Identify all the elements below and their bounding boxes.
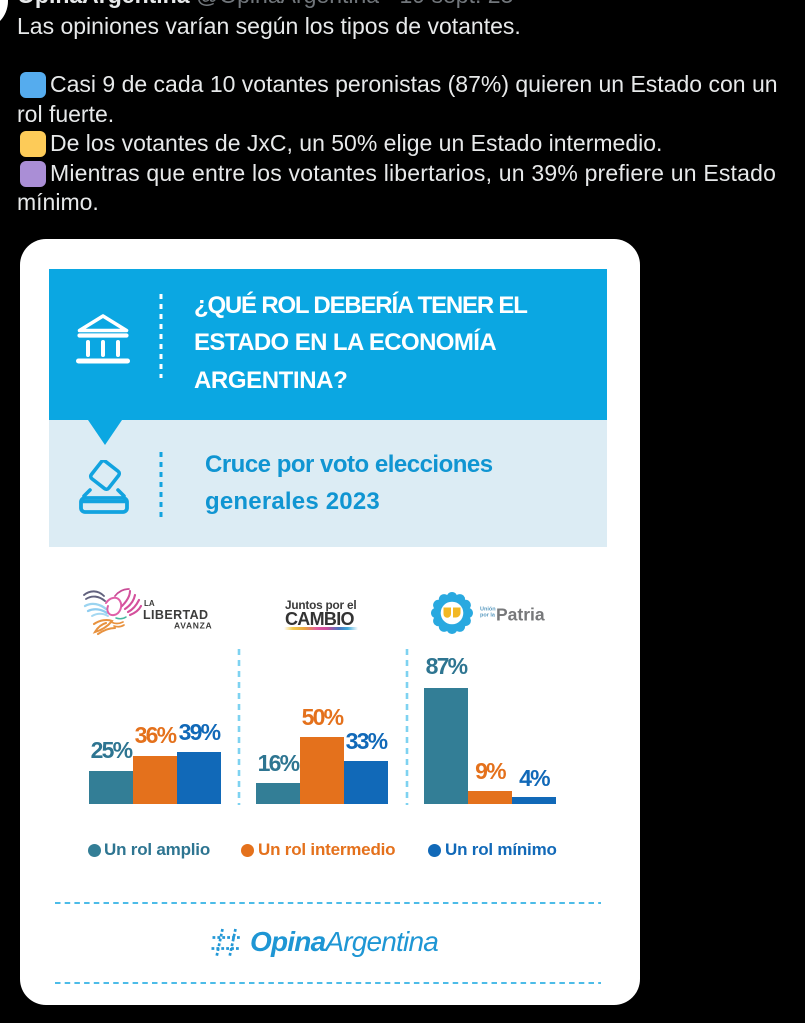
svg-text:AVANZA: AVANZA [174, 621, 212, 631]
svg-text:por la: por la [480, 613, 496, 619]
svg-text:Unión: Unión [480, 607, 496, 613]
svg-text:LIBERTAD: LIBERTAD [143, 608, 208, 622]
svg-text:LA: LA [144, 599, 155, 608]
svg-text:Patria: Patria [496, 605, 545, 625]
